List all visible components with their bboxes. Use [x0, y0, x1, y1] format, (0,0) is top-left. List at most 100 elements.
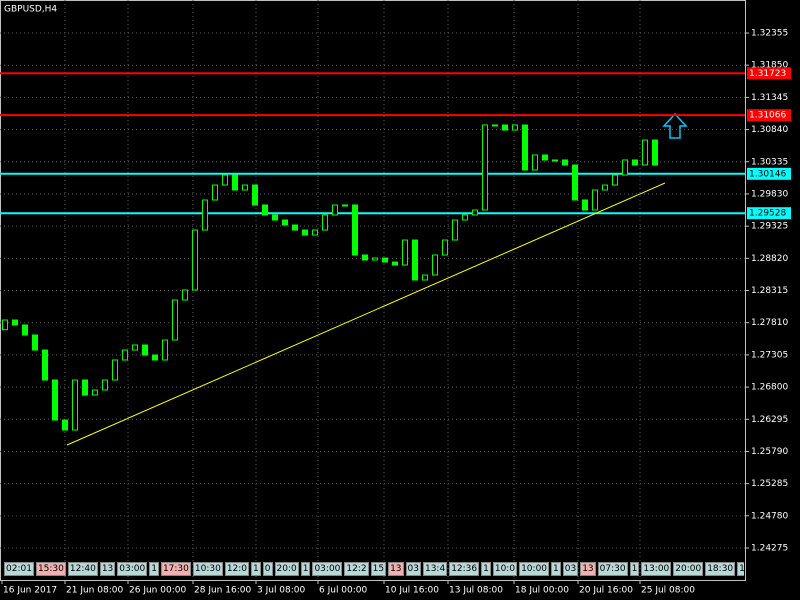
price-level-label: 1.31723: [749, 69, 786, 79]
candle-body: [632, 159, 638, 166]
candle-body: [212, 184, 218, 201]
candle-body: [2, 319, 8, 331]
time-label: 0: [262, 562, 273, 576]
y-tick-label: 1.27305: [751, 350, 788, 360]
candle-body: [222, 174, 228, 186]
y-tick-label: 1.30840: [751, 125, 788, 135]
candle-body: [302, 229, 308, 236]
candle-body: [182, 289, 188, 301]
candle-body: [132, 344, 138, 351]
candle-body: [582, 199, 588, 211]
candle-body: [242, 184, 248, 191]
candle-body: [422, 274, 428, 281]
y-tick-label: 1.26800: [751, 383, 788, 393]
candle-body: [192, 229, 198, 291]
time-label: 03: [562, 562, 579, 576]
candle-body: [122, 349, 128, 361]
time-label: 15:30: [35, 562, 66, 576]
price-level-tag: [747, 67, 791, 80]
candle-body: [652, 139, 658, 166]
candle-body: [172, 299, 178, 341]
candle-body: [452, 219, 458, 241]
candle-body: [32, 334, 38, 351]
candle-body: [262, 204, 268, 216]
x-tick-label: 25 Jul 08:00: [641, 586, 695, 596]
x-tick-label: 20 Jul 16:00: [579, 586, 633, 596]
time-label: 15: [370, 562, 387, 576]
time-label-strip: 02:01 15:30 12:40 13 03:00 1 17:30 10:30 12:0 1 0 2…: [4, 562, 744, 576]
candle-body: [352, 204, 358, 256]
time-label: 1: [737, 562, 744, 576]
candle-body: [312, 229, 318, 236]
candle-body: [112, 359, 118, 381]
candle-body: [402, 239, 408, 266]
candle-body: [232, 174, 238, 191]
candle-body: [432, 254, 438, 276]
y-tick-label: 1.32355: [751, 29, 788, 39]
candle-body: [642, 139, 648, 166]
candle-body: [252, 184, 258, 206]
time-label: 13: [580, 562, 596, 576]
y-tick-label: 1.28315: [751, 286, 788, 296]
candle-body: [512, 124, 518, 131]
candle-body: [622, 159, 628, 176]
candle-body: [482, 124, 488, 211]
candle-body: [202, 199, 208, 231]
candle-body: [332, 204, 338, 216]
candle-body: [162, 339, 168, 361]
time-label: 03:00: [117, 562, 148, 576]
candle-body: [572, 164, 578, 201]
candle-body: [472, 209, 478, 216]
y-tick-label: 1.28820: [751, 254, 788, 264]
candle-body: [72, 379, 78, 431]
price-level-tag: [747, 109, 791, 122]
time-label: 10:30: [192, 562, 223, 576]
time-label: 12:40: [67, 562, 98, 576]
candle-body: [532, 154, 538, 171]
time-label: 12:2: [344, 562, 369, 576]
candle-body: [12, 319, 18, 326]
candle-body: [152, 354, 158, 361]
time-label: 13: [99, 562, 116, 576]
time-label: 17:30: [160, 562, 191, 576]
time-label: 20:0: [274, 562, 299, 576]
candle-body: [522, 124, 528, 171]
x-tick-label: 26 Jun 00:00: [129, 586, 186, 596]
y-tick-label: 1.25285: [751, 479, 788, 489]
candle-body: [442, 239, 448, 256]
candle-body: [362, 254, 368, 261]
candle-body: [502, 124, 508, 131]
y-tick-label: 1.29325: [751, 222, 788, 232]
time-label: 1: [551, 562, 561, 576]
candle-body: [462, 214, 468, 221]
time-label: 20:00: [673, 562, 704, 576]
price-level-tag: [747, 207, 791, 220]
candle-body: [42, 349, 48, 381]
y-tick-label: 1.29830: [751, 189, 788, 199]
buy-arrow: [662, 112, 688, 139]
time-label: 10:00: [519, 562, 550, 576]
candle-body: [62, 419, 68, 431]
y-tick-label: 1.30335: [751, 157, 788, 167]
y-tick-label: 1.24275: [751, 544, 788, 554]
candle-body: [102, 379, 108, 391]
x-tick-label: 13 Jul 08:00: [449, 586, 503, 596]
y-tick-label: 1.24780: [751, 511, 788, 521]
candle-body: [592, 189, 598, 211]
y-tick-label: 1.31850: [751, 61, 788, 71]
time-label: 1: [481, 562, 491, 576]
candle-body: [22, 324, 28, 336]
time-label: 1: [629, 562, 640, 576]
candle-body: [342, 204, 348, 207]
candle-body: [142, 344, 148, 356]
y-tick-label: 1.26295: [751, 415, 788, 425]
time-label: 12:36: [449, 562, 480, 576]
trendline: [66, 182, 666, 446]
candle-body: [52, 379, 58, 421]
time-label: 12:0: [224, 562, 250, 576]
time-label: 1: [300, 562, 311, 576]
candle-body: [542, 154, 548, 161]
time-label: 13: [388, 562, 404, 576]
